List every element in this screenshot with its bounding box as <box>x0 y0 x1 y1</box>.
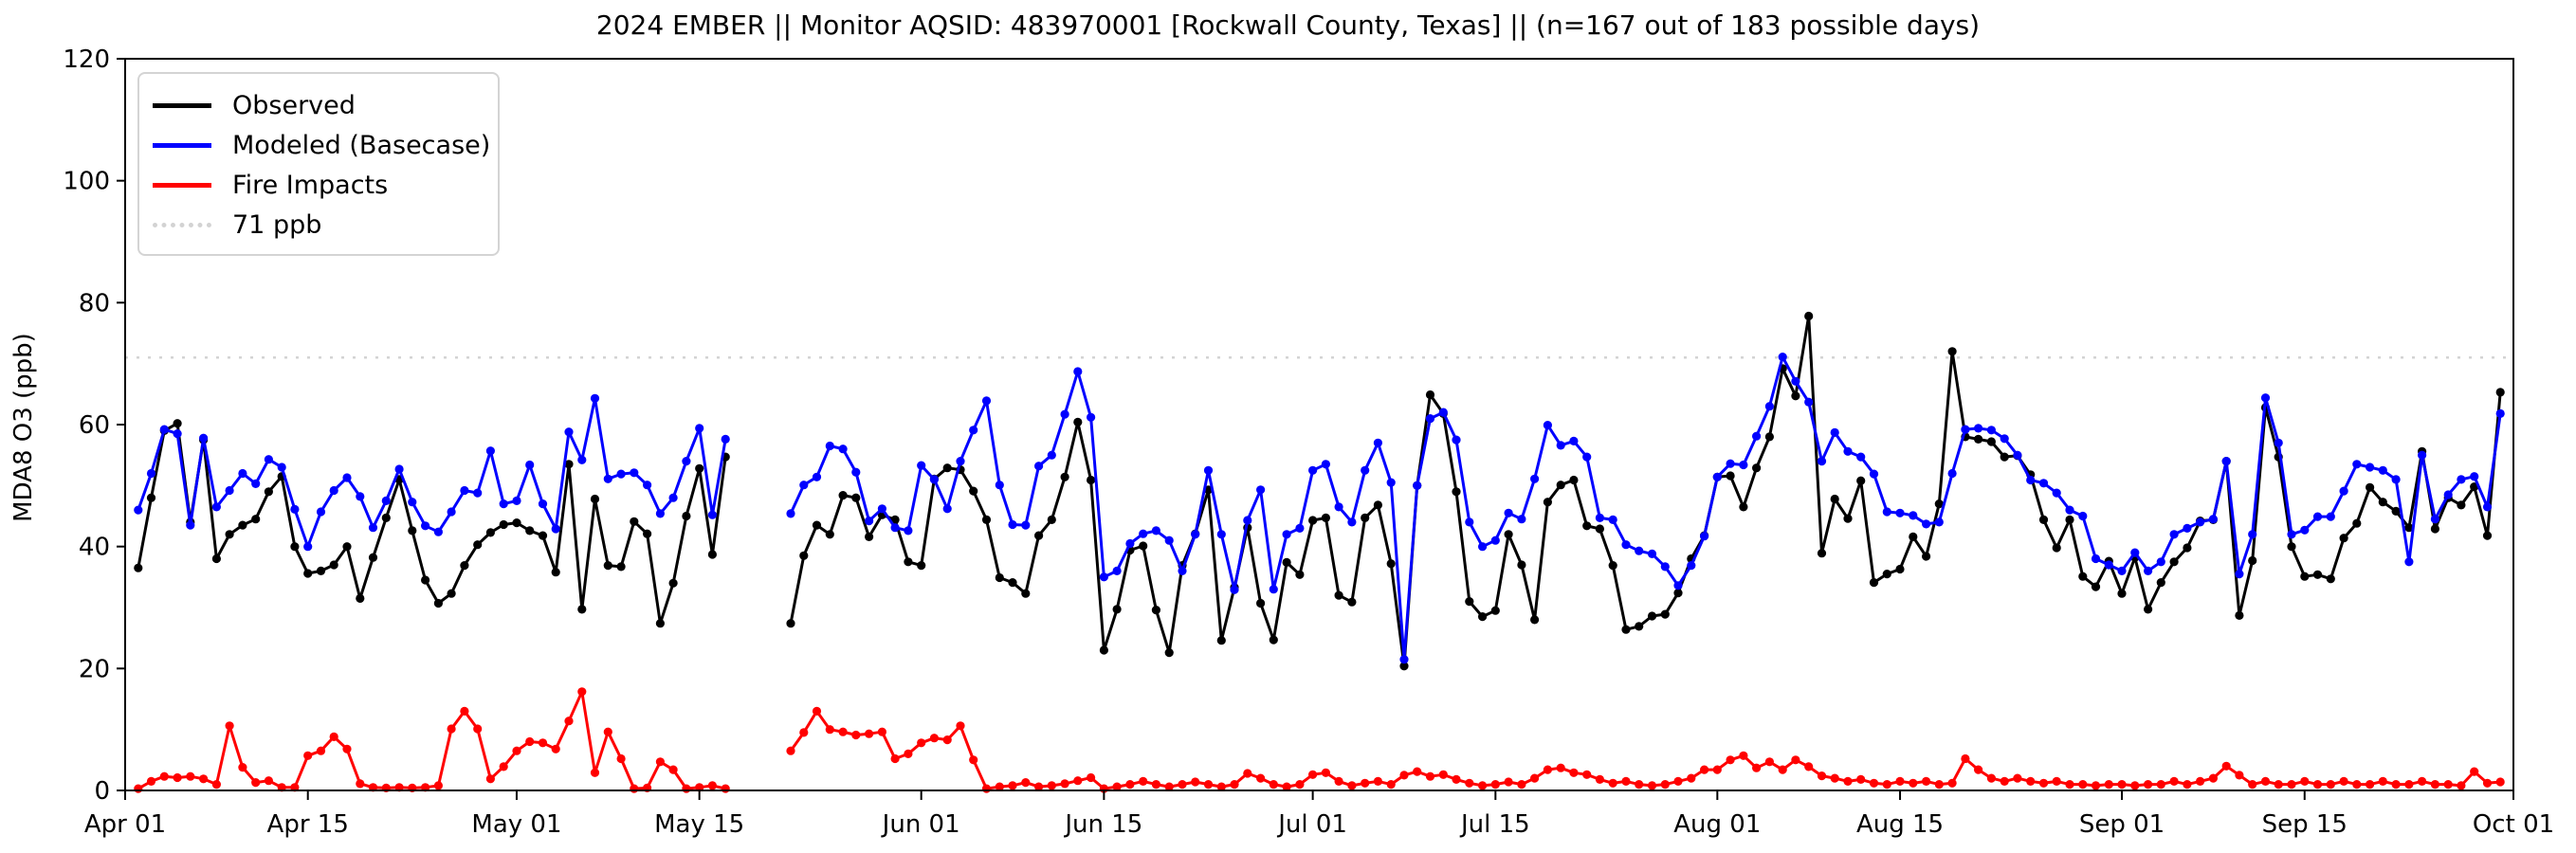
svg-text:Apr 01: Apr 01 <box>84 810 166 839</box>
svg-text:40: 40 <box>79 534 110 562</box>
svg-text:60: 60 <box>79 411 110 440</box>
svg-text:0: 0 <box>94 777 110 806</box>
svg-text:May 15: May 15 <box>654 810 744 839</box>
svg-text:Jul 01: Jul 01 <box>1276 810 1347 839</box>
svg-text:80: 80 <box>79 289 110 318</box>
svg-text:Aug 15: Aug 15 <box>1856 810 1944 839</box>
legend-label: Fire Impacts <box>232 170 389 200</box>
chart-title: 2024 EMBER || Monitor AQSID: 483970001 [… <box>595 9 1981 41</box>
svg-text:Sep 01: Sep 01 <box>2079 810 2165 839</box>
svg-text:Jun 01: Jun 01 <box>881 810 960 839</box>
svg-text:Oct 01: Oct 01 <box>2473 810 2554 839</box>
svg-text:120: 120 <box>63 45 110 74</box>
svg-text:Apr 15: Apr 15 <box>267 810 349 839</box>
fire-line-sample <box>153 182 211 188</box>
observed-line-sample <box>153 102 211 108</box>
svg-text:100: 100 <box>63 168 110 196</box>
legend-box: Observed Modeled (Basecase) Fire Impacts… <box>137 72 500 256</box>
svg-text:Sep 15: Sep 15 <box>2262 810 2348 839</box>
legend-label: 71 ppb <box>232 209 322 240</box>
modeled-line-sample <box>153 142 211 148</box>
svg-text:20: 20 <box>79 655 110 683</box>
legend-item-threshold: 71 ppb <box>153 205 481 245</box>
legend-item-modeled: Modeled (Basecase) <box>153 125 490 165</box>
svg-text:Jun 15: Jun 15 <box>1063 810 1142 839</box>
legend-label: Modeled (Basecase) <box>232 130 491 160</box>
svg-text:Jul 15: Jul 15 <box>1459 810 1530 839</box>
legend-item-observed: Observed <box>153 85 481 125</box>
threshold-line-sample <box>153 222 211 227</box>
legend-item-fire: Fire Impacts <box>153 165 481 205</box>
svg-text:May 01: May 01 <box>471 810 561 839</box>
svg-text:Aug 01: Aug 01 <box>1673 810 1761 839</box>
y-axis-label: MDA8 O3 (ppb) <box>9 333 38 522</box>
legend-label: Observed <box>232 90 356 120</box>
